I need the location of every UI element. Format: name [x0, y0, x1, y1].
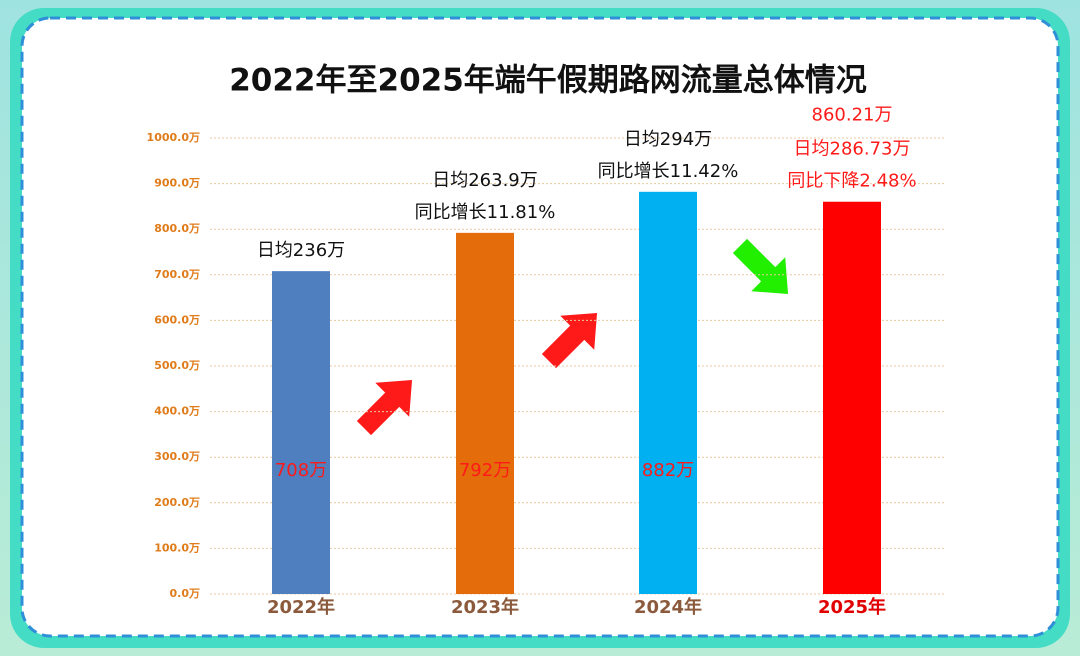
bar	[272, 271, 330, 594]
value-label: 792万	[459, 460, 511, 481]
bar	[823, 201, 881, 594]
annotation: 日均286.73万	[794, 139, 911, 160]
value-label: 708万	[275, 460, 327, 481]
y-tick-label: 700.0万	[154, 268, 200, 281]
arrow-shape	[732, 238, 789, 295]
bar	[639, 191, 697, 595]
y-tick-label: 900.0万	[154, 177, 200, 190]
y-tick-label: 800.0万	[154, 222, 200, 235]
arrow	[541, 312, 598, 369]
y-tick-label: 600.0万	[154, 313, 200, 326]
arrow	[732, 238, 789, 295]
bar	[456, 232, 514, 594]
annotation: 日均263.9万	[432, 170, 538, 191]
y-tick-label: 400.0万	[154, 405, 200, 418]
y-tick-label: 500.0万	[154, 359, 200, 372]
chart-title: 2022年至2025年端午假期路网流量总体情况	[229, 63, 867, 99]
arrow-shape	[541, 312, 598, 369]
arrow	[356, 379, 413, 436]
annotation: 同比下降2.48%	[787, 171, 916, 192]
arrow-shape	[356, 379, 413, 436]
annotation: 日均236万	[257, 240, 345, 261]
x-tick-label: 2025年	[818, 596, 886, 618]
value-label: 860.21万	[812, 105, 893, 126]
value-label: 882万	[642, 460, 694, 481]
y-tick-label: 1000.0万	[147, 131, 200, 144]
y-tick-label: 300.0万	[154, 450, 200, 463]
x-tick-label: 2024年	[634, 596, 702, 618]
x-tick-label: 2023年	[451, 596, 519, 618]
y-tick-label: 100.0万	[154, 541, 200, 554]
y-tick-label: 200.0万	[154, 496, 200, 509]
annotation: 同比增长11.81%	[415, 202, 556, 223]
y-tick-label: 0.0万	[170, 587, 201, 600]
annotation: 同比增长11.42%	[598, 161, 739, 182]
annotation: 日均294万	[624, 129, 712, 150]
x-tick-label: 2022年	[267, 596, 335, 618]
